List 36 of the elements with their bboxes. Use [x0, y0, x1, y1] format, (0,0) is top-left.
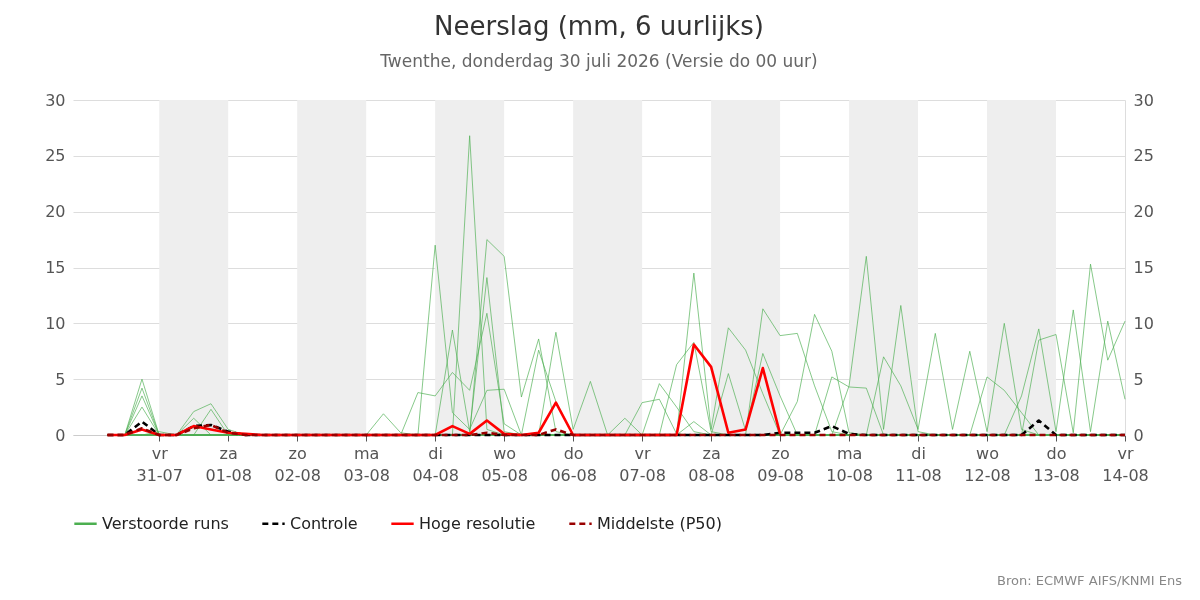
y2-tick-label: 20 [1133, 202, 1154, 222]
legend-label: Hoge resolutie [419, 513, 536, 533]
y-tick-label: 10 [45, 313, 66, 333]
y-tick-label: 5 [55, 369, 66, 389]
x-tick-label: wo 12-08 [964, 443, 1011, 485]
x-tick-label: za 01-08 [205, 443, 252, 485]
y2-tick-label: 15 [1133, 258, 1154, 277]
x-tick-label: zo 02-08 [274, 443, 321, 485]
legend-label: Verstoorde runs [102, 513, 229, 533]
y-tick-label: 0 [55, 425, 66, 445]
x-tick-label: vr 31-07 [136, 443, 183, 485]
y2-tick-label: 5 [1133, 369, 1144, 389]
y-tick-label: 20 [45, 202, 66, 222]
y-tick-label: 25 [45, 146, 66, 166]
x-tick-label: za 08-08 [688, 443, 735, 485]
x-tick-label: ma 03-08 [343, 443, 390, 485]
legend-label: Controle [290, 513, 358, 533]
x-tick-label: ma 10-08 [826, 443, 873, 485]
x-tick-label: do 06-08 [550, 443, 597, 485]
y-tick-label: 15 [45, 258, 66, 277]
x-tick-label: di 04-08 [412, 443, 459, 485]
x-tick-label: zo 09-08 [757, 443, 804, 485]
x-tick-label: do 13-08 [1033, 443, 1080, 485]
legend-label: Middelste (P50) [597, 513, 722, 533]
y2-tick-label: 30 [1133, 90, 1154, 110]
x-tick-label: wo 05-08 [481, 443, 528, 485]
x-tick-label: vr 14-08 [1102, 443, 1149, 485]
y2-tick-label: 10 [1133, 313, 1154, 333]
chart-subtitle: Twenthe, donderdag 30 juli 2026 (Versie do 00 uur) [379, 51, 818, 71]
text: Bron: ECMWF AIFS/KNMI Ens [997, 573, 1182, 588]
y-tick-label: 30 [45, 90, 66, 110]
x-tick-label: vr 07-08 [619, 443, 666, 485]
y2-tick-label: 25 [1133, 146, 1154, 166]
x-tick-label: di 11-08 [895, 443, 942, 485]
chart-title: Neerslag (mm, 6 uurlijks) [434, 11, 764, 41]
y2-tick-label: 0 [1133, 425, 1144, 445]
